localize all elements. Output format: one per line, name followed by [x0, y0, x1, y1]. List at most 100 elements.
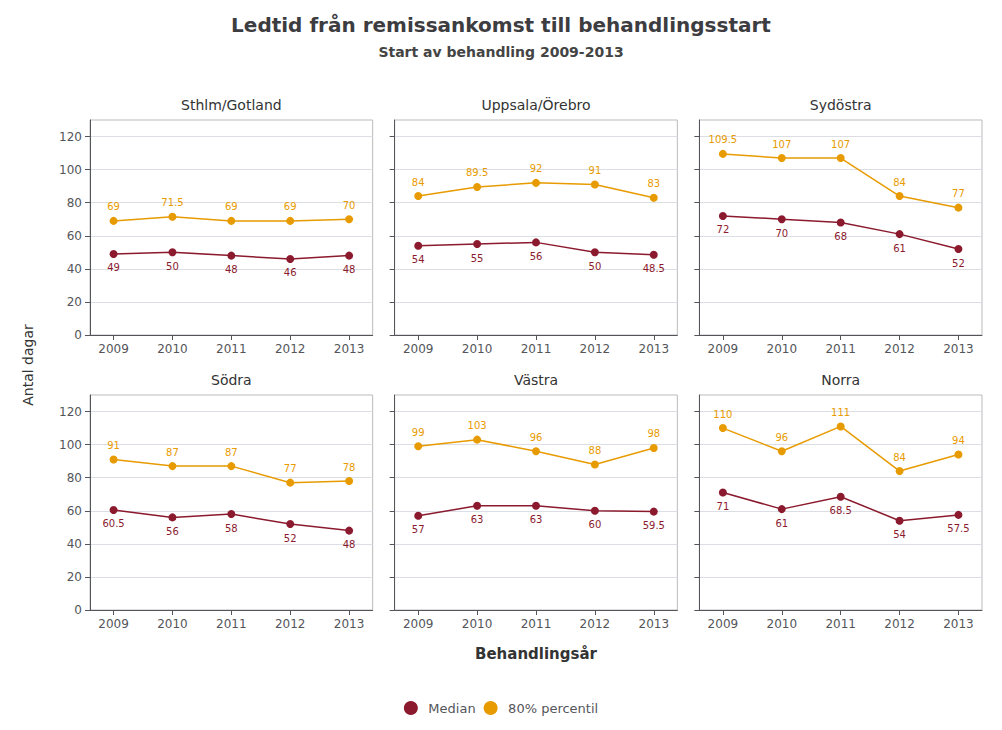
svg-text:2013: 2013: [943, 342, 974, 356]
svg-text:63: 63: [471, 514, 484, 525]
svg-text:61: 61: [893, 243, 906, 254]
svg-text:71.5: 71.5: [161, 197, 183, 208]
svg-text:84: 84: [893, 452, 906, 463]
svg-text:110: 110: [713, 409, 732, 420]
svg-text:72: 72: [717, 224, 730, 235]
svg-text:Start av behandling 2009-2013: Start av behandling 2009-2013: [378, 44, 623, 60]
svg-text:68.5: 68.5: [830, 505, 852, 516]
svg-text:2011: 2011: [521, 617, 552, 631]
svg-text:92: 92: [530, 163, 543, 174]
svg-text:48.5: 48.5: [643, 263, 665, 274]
svg-text:2011: 2011: [521, 342, 552, 356]
svg-text:88: 88: [589, 445, 602, 456]
svg-text:2013: 2013: [639, 617, 670, 631]
svg-text:2009: 2009: [98, 617, 129, 631]
svg-text:91: 91: [107, 440, 120, 451]
svg-text:77: 77: [952, 188, 965, 199]
svg-text:63: 63: [530, 514, 543, 525]
svg-text:61: 61: [775, 518, 788, 529]
svg-text:20: 20: [67, 295, 82, 309]
svg-text:96: 96: [775, 432, 788, 443]
svg-text:2011: 2011: [216, 342, 247, 356]
svg-text:100: 100: [59, 163, 82, 177]
svg-text:57.5: 57.5: [947, 523, 969, 534]
svg-text:96: 96: [530, 432, 543, 443]
svg-text:84: 84: [893, 177, 906, 188]
svg-text:2013: 2013: [334, 617, 365, 631]
svg-text:20: 20: [67, 570, 82, 584]
svg-text:87: 87: [225, 447, 238, 458]
svg-text:2009: 2009: [98, 342, 129, 356]
svg-text:Antal dagar: Antal dagar: [20, 324, 36, 406]
svg-text:107: 107: [831, 139, 850, 150]
svg-text:57: 57: [412, 524, 425, 535]
svg-text:91: 91: [589, 165, 602, 176]
svg-text:69: 69: [284, 201, 297, 212]
svg-text:40: 40: [67, 537, 82, 551]
svg-text:69: 69: [225, 201, 238, 212]
svg-text:2012: 2012: [884, 342, 915, 356]
svg-text:60: 60: [589, 519, 602, 530]
svg-text:50: 50: [589, 261, 602, 272]
svg-text:2013: 2013: [943, 617, 974, 631]
svg-text:48: 48: [225, 264, 238, 275]
svg-text:2012: 2012: [275, 617, 306, 631]
svg-text:2009: 2009: [403, 342, 434, 356]
svg-text:60: 60: [67, 229, 82, 243]
svg-text:98: 98: [647, 428, 660, 439]
svg-text:2011: 2011: [825, 617, 856, 631]
svg-text:49: 49: [107, 262, 120, 273]
svg-text:2010: 2010: [462, 617, 493, 631]
svg-text:107: 107: [772, 139, 791, 150]
svg-text:52: 52: [284, 533, 297, 544]
svg-text:2012: 2012: [275, 342, 306, 356]
svg-text:Sthlm/Gotland: Sthlm/Gotland: [181, 97, 282, 113]
svg-text:70: 70: [775, 228, 788, 239]
svg-text:84: 84: [412, 177, 425, 188]
svg-text:80: 80: [67, 471, 82, 485]
svg-text:48: 48: [343, 539, 356, 550]
svg-text:78: 78: [343, 462, 356, 473]
svg-text:0: 0: [74, 603, 82, 617]
svg-text:48: 48: [343, 264, 356, 275]
svg-text:40: 40: [67, 262, 82, 276]
svg-text:77: 77: [284, 463, 297, 474]
svg-text:2012: 2012: [580, 342, 611, 356]
svg-text:94: 94: [952, 435, 965, 446]
svg-text:2009: 2009: [708, 617, 739, 631]
svg-text:83: 83: [647, 178, 660, 189]
svg-text:2010: 2010: [462, 342, 493, 356]
svg-text:69: 69: [107, 201, 120, 212]
svg-text:2009: 2009: [403, 617, 434, 631]
svg-text:58: 58: [225, 523, 238, 534]
svg-text:111: 111: [831, 407, 850, 418]
svg-text:60.5: 60.5: [102, 518, 124, 529]
svg-text:2013: 2013: [334, 342, 365, 356]
svg-text:2012: 2012: [580, 617, 611, 631]
svg-text:Västra: Västra: [514, 372, 558, 388]
svg-text:2013: 2013: [639, 342, 670, 356]
svg-text:Behandlingsår: Behandlingsår: [475, 645, 598, 663]
svg-text:71: 71: [717, 501, 730, 512]
svg-text:55: 55: [471, 253, 484, 264]
svg-text:46: 46: [284, 267, 297, 278]
svg-text:Sydöstra: Sydöstra: [810, 97, 872, 113]
svg-text:2011: 2011: [216, 617, 247, 631]
svg-text:80: 80: [67, 196, 82, 210]
svg-text:120: 120: [59, 405, 82, 419]
svg-text:2011: 2011: [825, 342, 856, 356]
svg-text:Uppsala/Örebro: Uppsala/Örebro: [481, 96, 590, 113]
svg-text:59.5: 59.5: [643, 520, 665, 531]
svg-text:89.5: 89.5: [466, 167, 488, 178]
svg-text:56: 56: [166, 526, 179, 537]
svg-text:120: 120: [59, 130, 82, 144]
svg-text:2012: 2012: [884, 617, 915, 631]
svg-text:54: 54: [412, 254, 425, 265]
svg-text:54: 54: [893, 529, 906, 540]
svg-text:2010: 2010: [767, 342, 798, 356]
svg-text:0: 0: [74, 328, 82, 342]
svg-text:99: 99: [412, 427, 425, 438]
svg-text:100: 100: [59, 438, 82, 452]
svg-text:109.5: 109.5: [709, 134, 738, 145]
svg-text:80% percentil: 80% percentil: [508, 701, 598, 716]
